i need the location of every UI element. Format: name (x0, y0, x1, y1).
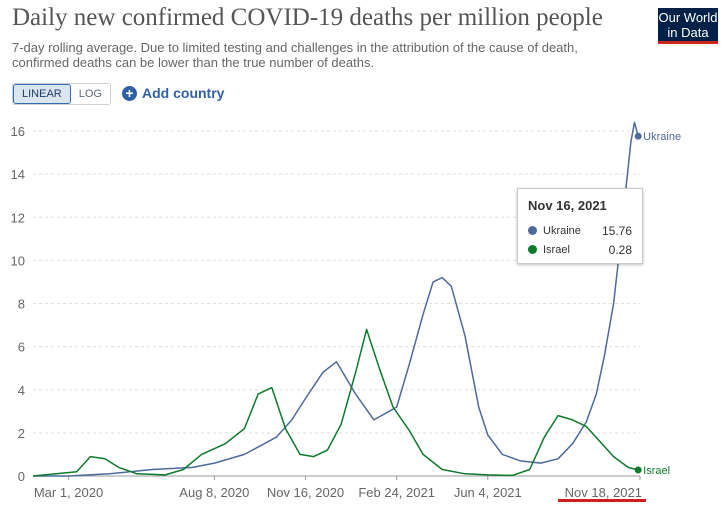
ukraine-dot-icon (528, 226, 537, 235)
x-tick-label: Feb 24, 2021 (358, 485, 435, 500)
y-tick-label: 8 (18, 297, 25, 312)
y-tick-label: 14 (11, 167, 25, 182)
y-tick-label: 0 (18, 469, 25, 484)
add-country-button[interactable]: + Add country (122, 85, 224, 101)
y-tick-label: 12 (11, 210, 25, 225)
y-tick-label: 2 (18, 426, 25, 441)
series-line-ukraine[interactable] (33, 121, 639, 477)
y-tick-label: 4 (18, 383, 25, 398)
tooltip-date: Nov 16, 2021 (528, 198, 607, 213)
israel-dot-icon (528, 245, 537, 254)
tooltip: Nov 16, 2021 Ukraine 15.76 Israel 0.28 (517, 188, 643, 264)
add-country-label: Add country (142, 85, 225, 101)
series-line-israel[interactable] (32, 328, 639, 477)
tooltip-series-value: 0.28 (608, 242, 632, 257)
tooltip-row-israel: Israel 0.28 (528, 240, 632, 259)
log-scale-button[interactable]: LOG (70, 84, 110, 104)
tooltip-row-ukraine: Ukraine 15.76 (528, 221, 632, 240)
tooltip-series-name: Israel (543, 243, 570, 256)
tooltip-series-name: Ukraine (543, 224, 581, 237)
x-tick-label: Aug 8, 2020 (179, 485, 249, 500)
plus-circle-icon: + (122, 85, 137, 101)
series-end-label-israel: Israel (643, 465, 670, 477)
x-tick-label: Nov 18, 2021 (565, 485, 642, 500)
logo-line-1: Our World (658, 10, 718, 25)
x-tick-label: Jun 4, 2021 (454, 485, 522, 500)
logo-accent-bar (658, 41, 718, 44)
y-tick-label: 6 (18, 340, 25, 355)
y-tick-label: 16 (11, 124, 25, 139)
logo-line-2: in Data (667, 25, 709, 40)
linear-scale-button[interactable]: LINEAR (13, 84, 71, 104)
x-tick-label: Mar 1, 2020 (34, 485, 103, 500)
chart-subtitle: 7-day rolling average. Due to limited te… (12, 40, 578, 70)
owid-logo[interactable]: Our World in Data (658, 8, 718, 44)
series-endpoint-ukraine[interactable] (634, 132, 642, 140)
series-endpoint-israel[interactable] (634, 466, 642, 474)
highlight-underline (558, 499, 646, 502)
y-tick-label: 10 (11, 253, 25, 268)
chart-title: Daily new confirmed COVID-19 deaths per … (12, 4, 603, 31)
series-end-label-ukraine: Ukraine (643, 131, 681, 143)
x-tick-label: Nov 16, 2020 (267, 485, 344, 500)
scale-toggle: LINEAR LOG (12, 83, 111, 105)
tooltip-series-value: 15.76 (601, 223, 632, 238)
